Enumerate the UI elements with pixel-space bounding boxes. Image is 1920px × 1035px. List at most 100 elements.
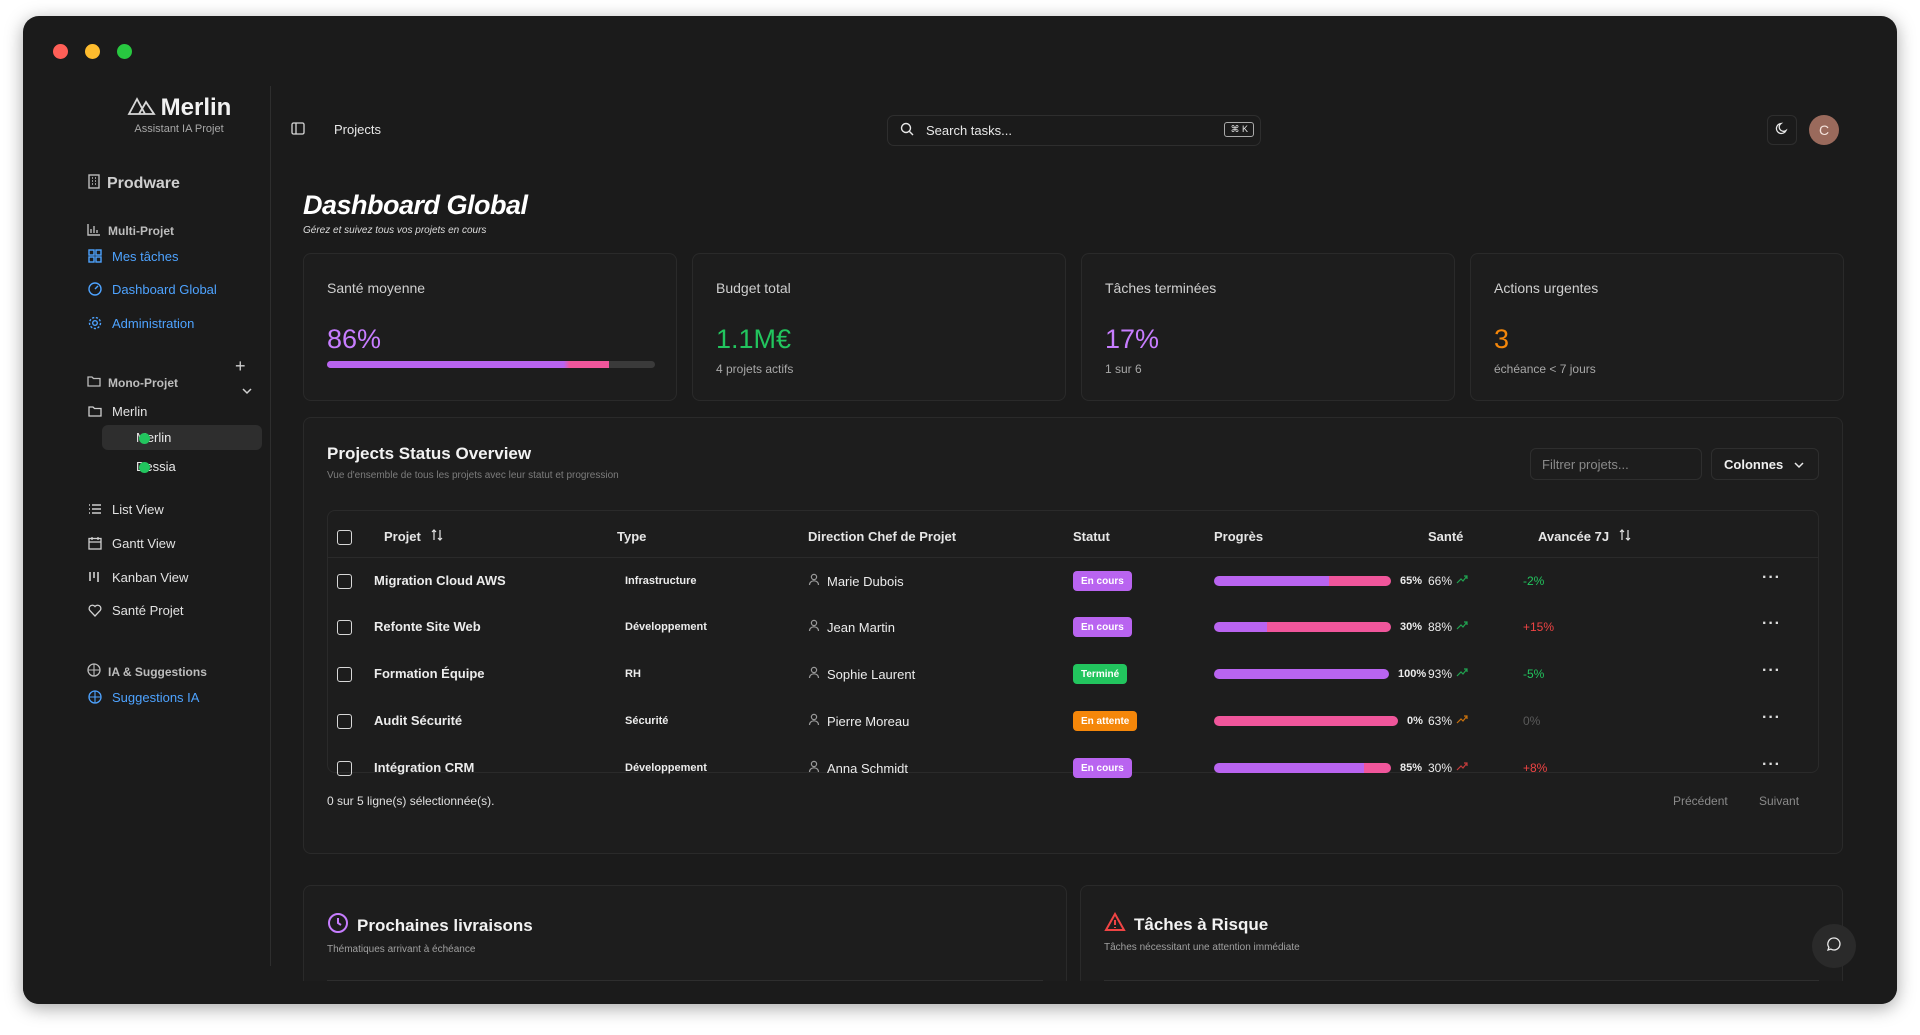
project-type: Développement — [625, 762, 707, 774]
project-item-merlin[interactable]: Merlin — [102, 425, 262, 450]
nav-label: Dashboard Global — [112, 281, 217, 297]
chat-icon — [1826, 936, 1842, 957]
status-badge: En cours — [1073, 617, 1132, 637]
card-title-text: Tâches à Risque — [1134, 914, 1269, 934]
minimize-window-button[interactable] — [85, 44, 100, 59]
columns-label: Colonnes — [1724, 456, 1784, 472]
progress-bar — [1214, 716, 1398, 726]
nav-label: Suggestions IA — [112, 689, 200, 705]
table-row[interactable]: Audit Sécurité Sécurité Pierre Moreau En… — [328, 699, 1818, 744]
progress-remaining — [1214, 716, 1398, 726]
nav-mes-taches[interactable]: Mes tâches — [87, 248, 178, 264]
nav-label: Merlin — [112, 403, 148, 419]
nav-administration[interactable]: Administration — [87, 315, 194, 331]
project-name[interactable]: Refonte Site Web — [374, 619, 481, 634]
nav-kanban-view[interactable]: Kanban View — [87, 569, 188, 585]
kpi-label: Santé moyenne — [327, 280, 426, 296]
advance-value: 0% — [1523, 714, 1541, 728]
next-page-button[interactable]: Suivant — [1759, 794, 1800, 808]
nav-dashboard-global[interactable]: Dashboard Global — [87, 281, 217, 297]
select-all-checkbox[interactable] — [337, 530, 352, 545]
status-badge: En cours — [1073, 758, 1132, 778]
row-actions-button[interactable]: ··· — [1762, 662, 1781, 679]
sort-icon[interactable] — [1619, 529, 1631, 544]
row-actions-button[interactable]: ··· — [1762, 709, 1781, 726]
project-manager: Jean Martin — [808, 619, 895, 635]
previous-page-button[interactable]: Précédent — [1673, 794, 1728, 808]
project-name[interactable]: Migration Cloud AWS — [374, 573, 506, 588]
row-checkbox[interactable] — [337, 667, 352, 682]
status-badge: En cours — [1073, 571, 1132, 591]
user-icon — [808, 760, 820, 776]
breadcrumb[interactable]: Projects — [334, 122, 381, 137]
project-name[interactable]: Audit Sécurité — [374, 713, 463, 728]
add-project-button[interactable]: + — [235, 356, 246, 376]
project-name[interactable]: Intégration CRM — [374, 760, 475, 775]
row-actions-button[interactable]: ··· — [1762, 569, 1781, 586]
kpi-card-health: Santé moyenne 86% — [303, 253, 677, 401]
merlin-logo-icon — [127, 96, 157, 121]
project-name[interactable]: Formation Équipe — [374, 666, 485, 681]
kpi-value: 17% — [1105, 324, 1160, 354]
row-checkbox[interactable] — [337, 761, 352, 776]
row-checkbox[interactable] — [337, 574, 352, 589]
dashboard-icon — [87, 281, 103, 297]
filter-projects-input[interactable]: Filtrer projets... — [1530, 448, 1702, 480]
row-checkbox[interactable] — [337, 714, 352, 729]
ai-globe-icon — [87, 689, 103, 705]
row-actions-button[interactable]: ··· — [1762, 756, 1781, 773]
row-actions-button[interactable]: ··· — [1762, 615, 1781, 632]
table-row[interactable]: Refonte Site Web Développement Jean Mart… — [328, 605, 1818, 650]
header-advance[interactable]: Avancée 7J — [1538, 529, 1631, 544]
close-window-button[interactable] — [53, 44, 68, 59]
table-row[interactable]: Intégration CRM Développement Anna Schmi… — [328, 746, 1818, 791]
grid-icon — [87, 248, 103, 264]
nav-suggestions-ia[interactable]: Suggestions IA — [87, 689, 199, 705]
calendar-icon — [87, 535, 103, 551]
kpi-value: 3 — [1494, 324, 1510, 354]
trend-up-icon — [1456, 621, 1468, 633]
user-icon — [808, 666, 820, 682]
status-badge: En attente — [1073, 711, 1138, 731]
row-checkbox[interactable] — [337, 620, 352, 635]
trend-up-icon — [1456, 668, 1468, 680]
project-group-merlin[interactable]: Merlin — [87, 403, 147, 419]
project-item-dessia[interactable]: Dessia — [102, 454, 262, 479]
brand[interactable]: Merlin Assistant IA Projet — [109, 94, 249, 135]
page-subtitle: Gérez et suivez tous vos projets en cour… — [303, 225, 487, 236]
projects-table: Projet Type Direction Chef de Projet Sta… — [327, 510, 1819, 778]
card-subtitle: Tâches nécessitant une attention immédia… — [1104, 942, 1300, 953]
theme-toggle-button[interactable] — [1767, 115, 1797, 145]
search-placeholder: Search tasks... — [926, 123, 1012, 138]
columns-button[interactable]: Colonnes — [1711, 448, 1819, 480]
building-icon — [87, 174, 101, 194]
table-row[interactable]: Formation Équipe RH Sophie Laurent Termi… — [328, 652, 1818, 697]
chevron-down-icon[interactable] — [242, 382, 252, 400]
moon-icon — [1775, 121, 1789, 140]
nav-sante-projet[interactable]: Santé Projet — [87, 602, 184, 618]
clock-icon — [327, 912, 349, 939]
sort-icon[interactable] — [431, 529, 443, 544]
app-window: Merlin Assistant IA Projet Prodware Mult… — [23, 16, 1897, 1004]
header-label: Projet — [384, 529, 421, 544]
progress-percent: 65% — [1400, 575, 1423, 587]
nav-label: Kanban View — [112, 569, 189, 585]
manager-name: Jean Martin — [827, 619, 895, 635]
table-row[interactable]: Migration Cloud AWS Infrastructure Marie… — [328, 559, 1818, 604]
manager-name: Marie Dubois — [827, 573, 904, 589]
search-input[interactable]: Search tasks... ⌘ K — [887, 115, 1261, 146]
health-progress-fill — [327, 361, 610, 368]
org-switcher[interactable]: Prodware — [87, 174, 180, 194]
chat-button[interactable] — [1812, 924, 1856, 968]
avatar[interactable]: C — [1809, 115, 1839, 145]
maximize-window-button[interactable] — [117, 44, 132, 59]
header-divider — [328, 557, 1818, 558]
nav-gantt-view[interactable]: Gantt View — [87, 535, 175, 551]
nav-list-view[interactable]: List View — [87, 501, 164, 517]
section-label: Multi-Projet — [108, 224, 174, 238]
selection-count: 0 sur 5 ligne(s) sélectionnée(s). — [327, 794, 495, 808]
sidebar-toggle-button[interactable] — [291, 122, 305, 140]
health-value: 66% — [1428, 574, 1468, 588]
header-project[interactable]: Projet — [384, 529, 443, 544]
trend-up-icon — [1456, 762, 1468, 774]
